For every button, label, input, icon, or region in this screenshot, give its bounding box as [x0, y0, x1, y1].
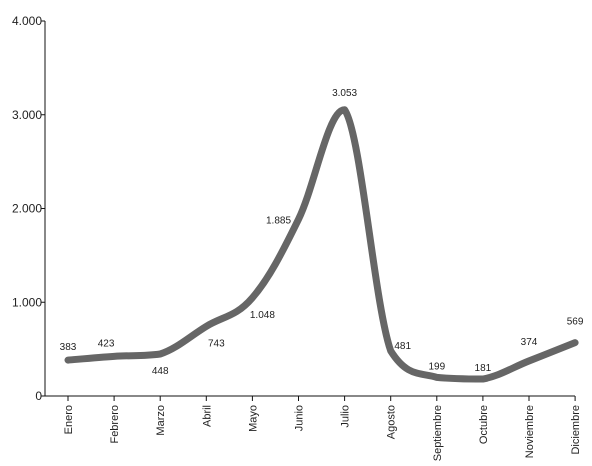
axes: 0 1.000 2.000 3.000 4.000 Enero Febrero Marzo Ab…	[12, 14, 582, 461]
data-label: 374	[521, 337, 538, 348]
data-label: 199	[428, 361, 445, 372]
y-tick-label: 1.000	[12, 295, 42, 309]
x-tick-label: Abril	[201, 405, 213, 427]
x-tick-label: Junio	[294, 405, 306, 431]
x-tick-label: Octubre	[478, 405, 490, 444]
data-label: 383	[60, 342, 77, 353]
data-label: 1.048	[250, 310, 275, 321]
data-label: 181	[475, 363, 492, 374]
x-tick-label: Diciembre	[570, 405, 582, 455]
x-tick-label: Noviembre	[524, 405, 536, 458]
series-line	[64, 106, 579, 383]
y-tick-label: 3.000	[12, 108, 42, 122]
data-label: 743	[208, 338, 225, 349]
x-tick-label: Julio	[340, 405, 352, 428]
x-tick-label: Septiembre	[432, 405, 444, 461]
x-tick-label: Enero	[63, 405, 75, 434]
y-tick-label: 2.000	[12, 202, 42, 216]
data-label: 1.885	[266, 215, 291, 226]
data-label: 3.053	[332, 88, 357, 99]
x-tick-label: Febrero	[109, 405, 121, 444]
data-label: 448	[152, 366, 169, 377]
x-tick-label: Mayo	[247, 405, 259, 432]
data-labels-group: 383 423 448 743 1.048 1.885 3.053 481 199 181 374 5…	[60, 88, 584, 377]
series-group	[64, 106, 579, 383]
data-label: 481	[394, 341, 411, 352]
y-tick-label: 4.000	[12, 14, 42, 28]
x-tick-label: Agosto	[386, 405, 398, 439]
data-label: 423	[98, 338, 115, 349]
data-label: 569	[567, 317, 584, 328]
y-tick-label: 0	[35, 389, 42, 403]
x-tick-label: Marzo	[155, 405, 167, 436]
